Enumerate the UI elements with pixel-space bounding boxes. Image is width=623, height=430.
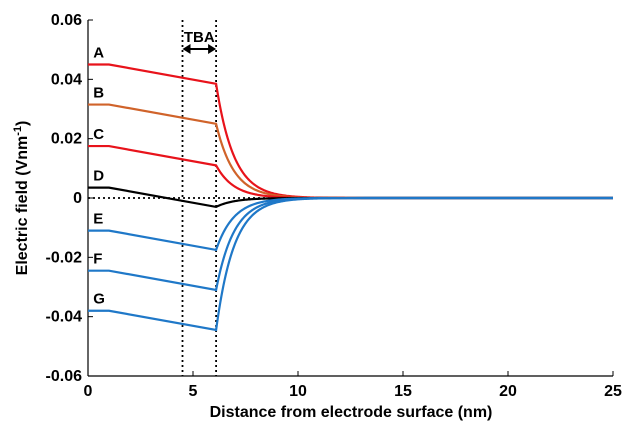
x-tick-label: 5 (189, 383, 198, 400)
y-tick-label: -0.02 (46, 249, 83, 266)
reference-lines (88, 20, 613, 376)
x-tick-label: 10 (289, 383, 307, 400)
y-tick-label: -0.04 (46, 309, 83, 326)
series-line-c (88, 144, 613, 200)
series-line-f (88, 196, 613, 292)
tba-annotation: TBA (182, 29, 217, 54)
y-axis-ticks: -0.06 -0.04 -0.02 0 0.02 0.04 0.06 (46, 12, 93, 385)
series-line-e (88, 196, 613, 252)
y-tick-label: 0.02 (51, 131, 82, 148)
y-tick-label: 0.06 (51, 12, 82, 29)
series-line-b (88, 103, 613, 200)
x-axis-title: Distance from electrode surface (nm) (210, 404, 493, 421)
series-label-b: B (93, 85, 104, 102)
series-label-e: E (93, 211, 103, 228)
y-tick-label: 0 (73, 190, 82, 207)
x-tick-label: 15 (394, 383, 412, 400)
series-line-a (88, 63, 613, 200)
x-axis-ticks: 0 5 10 15 20 25 (84, 371, 622, 400)
x-tick-label: 25 (604, 383, 622, 400)
y-tick-label: 0.04 (51, 71, 82, 88)
series-line-g (88, 196, 613, 332)
y-tick-label: -0.06 (46, 368, 83, 385)
tba-label: TBA (184, 29, 215, 46)
series-label-f: F (93, 251, 102, 268)
tba-arrowhead-left (182, 44, 191, 54)
tba-arrowhead-right (208, 44, 217, 54)
series-label-g: G (93, 291, 105, 308)
series-labels: A B C D E F G (93, 45, 105, 308)
y-axis-title: Electric field (Vnm-1) (12, 121, 31, 276)
series-label-c: C (93, 126, 104, 143)
x-tick-label: 20 (499, 383, 517, 400)
x-tick-label: 0 (84, 383, 93, 400)
series-lines (88, 63, 613, 332)
series-label-d: D (93, 168, 104, 185)
series-label-a: A (93, 45, 104, 62)
